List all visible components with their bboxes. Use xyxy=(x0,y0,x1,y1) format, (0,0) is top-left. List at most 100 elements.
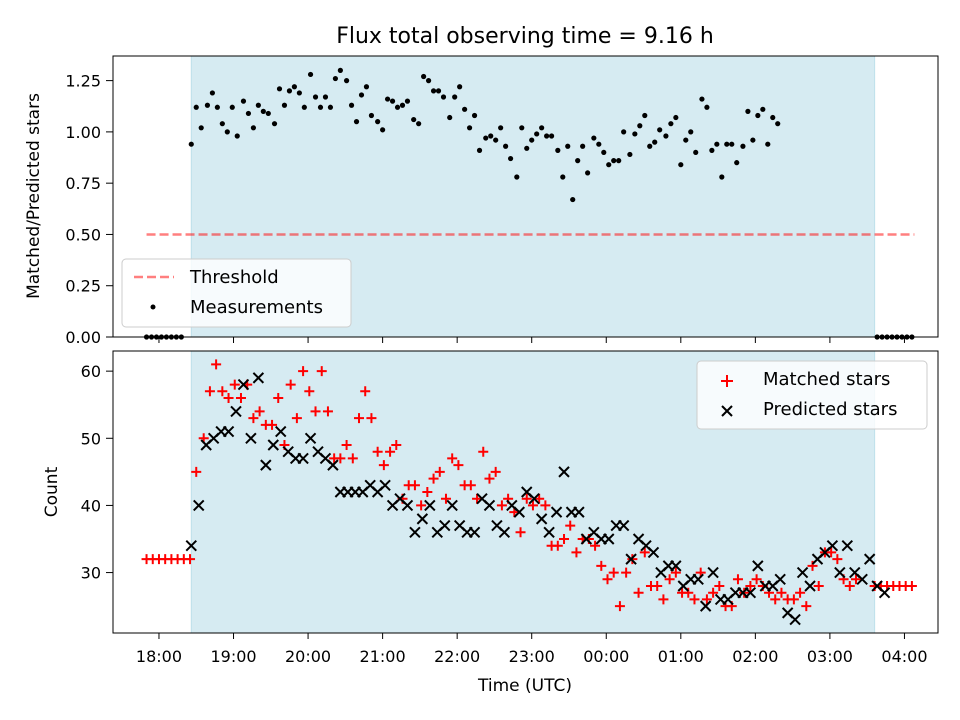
measurement-point xyxy=(693,149,699,156)
measurement-point xyxy=(745,108,751,114)
matched-star-marker xyxy=(496,500,507,511)
predicted-star-marker xyxy=(856,573,868,585)
count-y-tick-label: 60 xyxy=(81,362,101,381)
matched-star-marker xyxy=(906,581,917,591)
predicted-star-marker xyxy=(297,452,309,465)
measurement-point xyxy=(317,104,324,110)
measurement-point xyxy=(647,143,653,149)
count-y-axis-label: Count xyxy=(42,466,62,517)
ratio-panel: 0.00 0.25 0.50 0.75 1.00 1.25 Matched/Predict… xyxy=(24,55,939,347)
measurement-point xyxy=(668,121,674,127)
matched-star-marker xyxy=(850,574,861,585)
predicted-star-marker xyxy=(252,372,265,384)
measurement-point xyxy=(332,75,339,82)
measurement-point xyxy=(363,84,370,90)
x-tick-label: 23:00 xyxy=(509,647,555,666)
matched-star-marker xyxy=(807,560,818,571)
measurement-point xyxy=(611,158,617,164)
measurement-point xyxy=(503,143,509,149)
count-panel: 30 40 50 60 18:00 19:00 20:00 21:00 22:00 23:00 0… xyxy=(42,350,939,696)
measurement-point xyxy=(760,106,766,112)
count-y-tick-label: 30 xyxy=(81,564,101,583)
matched-star-marker xyxy=(776,587,787,598)
measurement-point xyxy=(740,143,746,149)
matched-star-marker xyxy=(185,554,196,565)
measurement-point xyxy=(425,78,432,84)
measurement-point xyxy=(416,121,422,127)
predicted-star-marker xyxy=(789,613,801,626)
matched-star-marker xyxy=(571,547,582,558)
matched-star-marker xyxy=(422,487,433,497)
matched-star-marker xyxy=(298,366,309,377)
measurement-point xyxy=(343,78,350,84)
predicted-star-marker xyxy=(826,540,839,552)
ratio-y-tick-label: 0.00 xyxy=(65,328,101,347)
matched-star-marker xyxy=(608,567,619,578)
measurement-point xyxy=(627,151,633,158)
x-tick-label: 04:00 xyxy=(881,647,927,666)
measurement-point xyxy=(652,139,658,145)
measurement-point xyxy=(394,104,401,110)
measurement-point xyxy=(214,104,220,110)
measurement-point xyxy=(570,196,576,203)
predicted-star-marker xyxy=(863,553,876,565)
measurement-point xyxy=(240,98,247,104)
measurement-point xyxy=(616,158,622,164)
measurement-point xyxy=(276,86,283,92)
measurement-point xyxy=(539,125,545,131)
predicted-star-marker xyxy=(424,499,436,512)
predicted-star-marker xyxy=(841,540,854,552)
predicted-star-marker xyxy=(692,573,704,585)
matched-star-marker xyxy=(285,379,296,390)
matched-star-marker xyxy=(378,460,389,471)
measurement-point xyxy=(466,125,473,131)
ratio-legend: Threshold Measurements xyxy=(121,258,352,328)
matched-star-marker xyxy=(714,581,725,591)
measurement-point xyxy=(219,121,225,127)
measurement-point xyxy=(384,96,391,102)
measurement-point xyxy=(483,135,489,141)
matched-star-marker xyxy=(235,393,246,403)
predicted-star-marker xyxy=(535,513,548,525)
predicted-star-marker xyxy=(193,499,205,512)
measurement-point xyxy=(493,137,499,143)
measurement-point xyxy=(471,112,478,119)
measurement-point xyxy=(421,73,427,80)
matched-star-marker xyxy=(521,493,532,504)
predicted-star-marker xyxy=(625,553,637,565)
measurement-point xyxy=(663,133,669,139)
measurement-point xyxy=(229,104,235,110)
predicted-star-marker xyxy=(804,580,816,592)
predicted-star-marker xyxy=(304,432,317,444)
predicted-star-marker xyxy=(707,566,719,579)
matched-star-marker xyxy=(751,574,762,585)
matched-star-marker xyxy=(540,500,551,511)
predicted-star-marker xyxy=(603,533,615,545)
predicted-star-marker xyxy=(416,513,429,525)
matched-star-marker xyxy=(291,413,302,424)
matched-star-marker xyxy=(788,594,799,605)
measurement-point xyxy=(296,90,302,96)
measurement-point xyxy=(750,137,756,143)
matched-star-marker xyxy=(527,500,538,511)
measurement-point xyxy=(291,84,298,90)
predicted-star-marker xyxy=(752,560,764,572)
matched-star-marker xyxy=(832,554,843,565)
matched-star-marker xyxy=(795,587,806,598)
predicted-star-marker xyxy=(573,506,585,518)
matched-star-marker xyxy=(223,393,234,403)
measurement-point xyxy=(271,121,278,127)
matched-star-marker xyxy=(658,594,669,605)
matched-star-marker xyxy=(372,446,383,457)
predicted-star-marker xyxy=(550,506,563,518)
measurement-point xyxy=(245,110,252,117)
matched-star-marker xyxy=(664,574,675,585)
measurement-point xyxy=(224,129,230,135)
matched-star-marker xyxy=(745,581,756,591)
predicted-star-marker xyxy=(267,439,279,451)
predicted-star-marker xyxy=(237,378,250,391)
count-y-tick-label: 40 xyxy=(81,496,101,515)
predicted-legend-label: Predicted stars xyxy=(763,399,897,420)
matched-star-marker xyxy=(434,466,445,477)
